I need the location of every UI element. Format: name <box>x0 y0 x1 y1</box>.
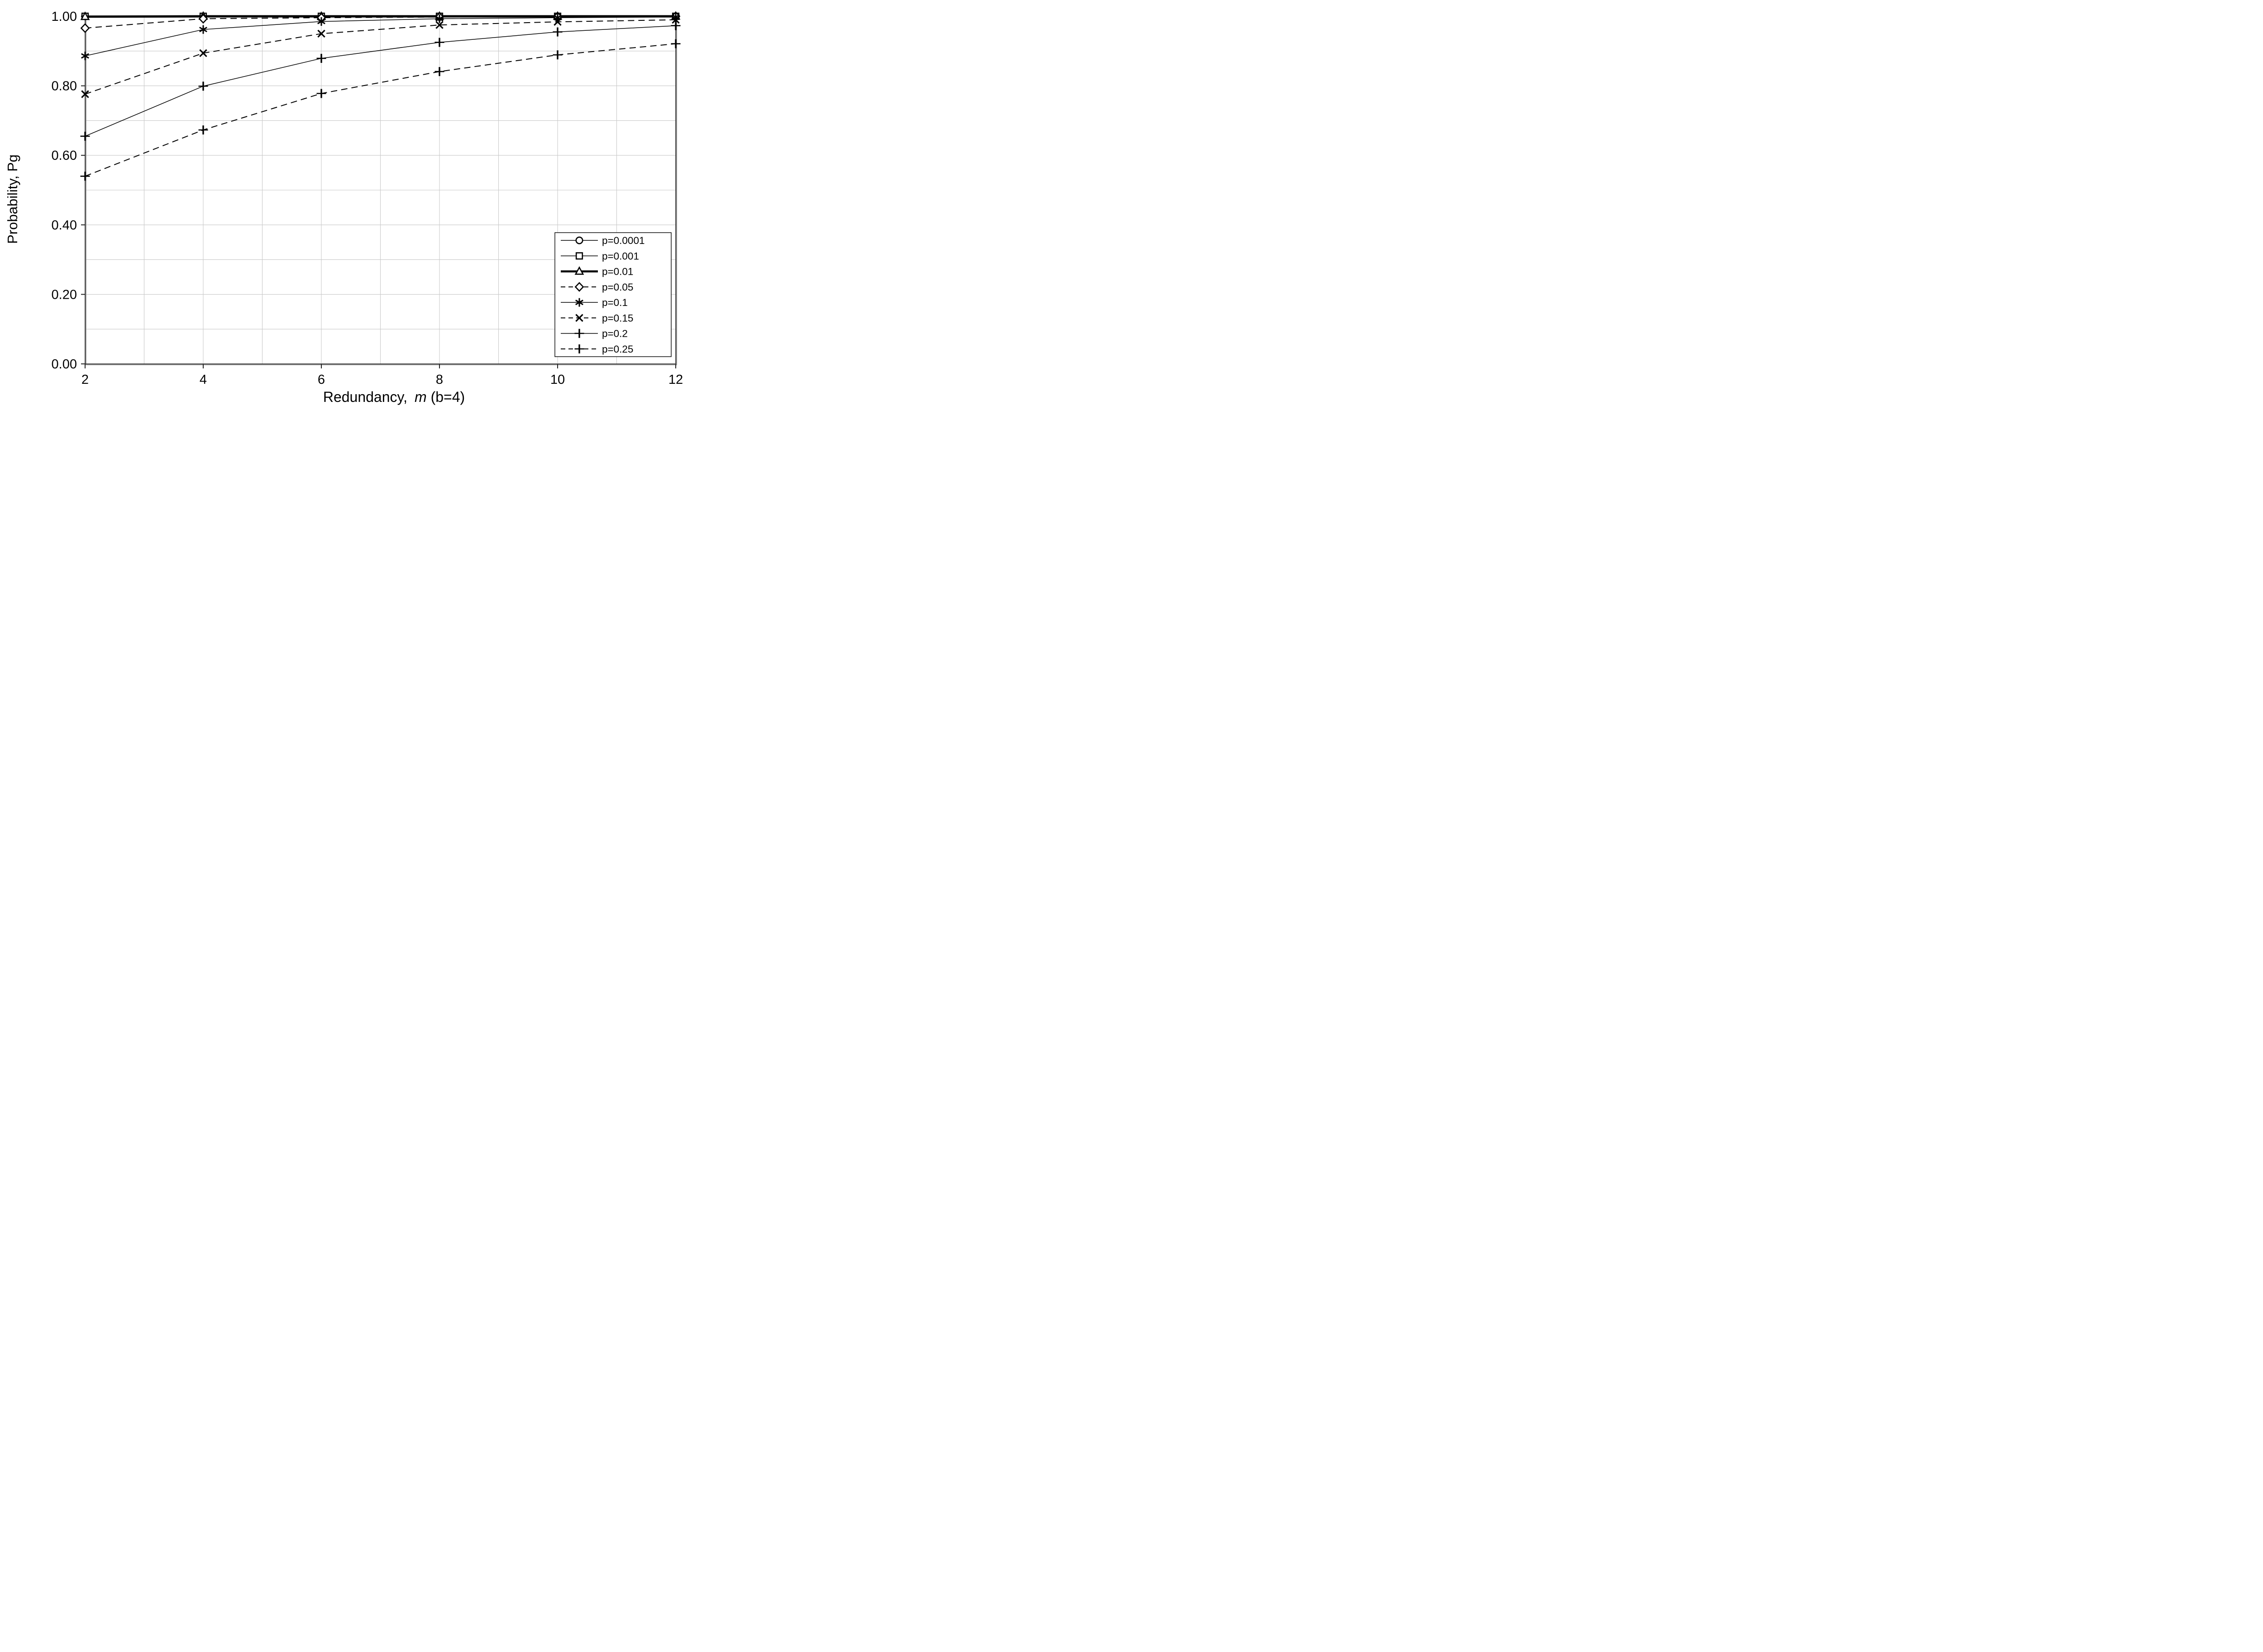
marker-x-p=0.15 <box>672 15 680 24</box>
series-line-p=0.1 <box>85 16 676 57</box>
marker-diamond-p=0.05 <box>198 14 208 24</box>
marker-x-p=0.15 <box>81 90 89 98</box>
legend-marker-p=0.0001 <box>575 236 583 244</box>
legend-box <box>554 232 672 357</box>
legend-label: p=0.1 <box>602 297 628 308</box>
y-tick-label: 1.00 <box>52 10 77 24</box>
marker-plus-p=0.25 <box>553 50 563 60</box>
legend-label: p=0.001 <box>602 250 639 262</box>
y-tick-label: 0.40 <box>52 218 77 233</box>
marker-plus-p=0.25 <box>80 172 90 181</box>
legend-label: p=0.01 <box>602 266 633 277</box>
legend-marker-p=0.25 <box>574 344 584 353</box>
legend-label: p=0.15 <box>602 312 633 324</box>
marker-plus-p=0.2 <box>434 38 444 47</box>
series-line-p=0.25 <box>85 43 676 177</box>
x-tick-label: 2 <box>81 372 89 387</box>
legend-marker-p=0.01 <box>574 266 584 275</box>
legend-marker-p=0.2 <box>574 329 584 338</box>
marker-plus-p=0.2 <box>316 53 326 63</box>
marker-star-p=0.1 <box>199 25 207 34</box>
legend-marker-p=0.1 <box>575 298 583 307</box>
x-tick-label: 8 <box>436 372 443 387</box>
legend-marker-p=0.15 <box>575 314 583 322</box>
marker-star-p=0.1 <box>317 17 325 26</box>
marker-plus-p=0.25 <box>434 67 444 76</box>
series-line-p=0.2 <box>85 25 676 137</box>
marker-x-p=0.15 <box>435 21 444 29</box>
marker-x-p=0.15 <box>199 49 207 57</box>
line-chart: 2 4 6 8 10 12 0.00 0.20 0.40 0.60 0.80 1.00 Redundan… <box>5 10 683 405</box>
x-tick-label: 10 <box>550 372 565 387</box>
marker-triangle-p=0.01 <box>80 11 90 20</box>
chart-figure: 2 4 6 8 10 12 0.00 0.20 0.40 0.60 0.80 1.00 Redundan… <box>0 0 698 413</box>
series-line-p=0.05 <box>85 16 676 29</box>
legend-marker-p=0.05 <box>574 282 584 292</box>
marker-plus-p=0.25 <box>316 89 326 98</box>
legend-label: p=0.25 <box>602 344 633 355</box>
y-tick-label: 0.60 <box>52 148 77 163</box>
legend-label: p=0.05 <box>602 282 633 293</box>
marker-plus-p=0.2 <box>671 21 681 30</box>
marker-plus-p=0.25 <box>671 39 681 48</box>
marker-plus-p=0.2 <box>553 27 563 37</box>
x-tick-label: 12 <box>668 372 683 387</box>
marker-plus-p=0.25 <box>198 125 208 135</box>
x-axis-title: Redundancy, m (b=4) <box>323 389 465 405</box>
y-tick-label: 0.00 <box>52 357 77 372</box>
y-axis-title: Probability, Pg <box>5 154 20 244</box>
series-line-p=0.15 <box>85 19 676 95</box>
marker-x-p=0.15 <box>317 29 325 38</box>
marker-x-p=0.15 <box>554 18 562 26</box>
x-tick-label: 4 <box>200 372 207 387</box>
marker-star-p=0.1 <box>435 14 444 23</box>
y-tick-label: 0.80 <box>52 79 77 94</box>
marker-plus-p=0.2 <box>80 131 90 141</box>
legend-label: p=0.2 <box>602 328 628 339</box>
x-tick-label: 6 <box>318 372 325 387</box>
marker-star-p=0.1 <box>81 52 89 61</box>
legend-marker-p=0.001 <box>575 252 583 260</box>
y-tick-label: 0.20 <box>52 287 77 302</box>
legend-label: p=0.0001 <box>602 235 645 246</box>
marker-diamond-p=0.05 <box>80 23 90 33</box>
marker-plus-p=0.2 <box>198 81 208 91</box>
